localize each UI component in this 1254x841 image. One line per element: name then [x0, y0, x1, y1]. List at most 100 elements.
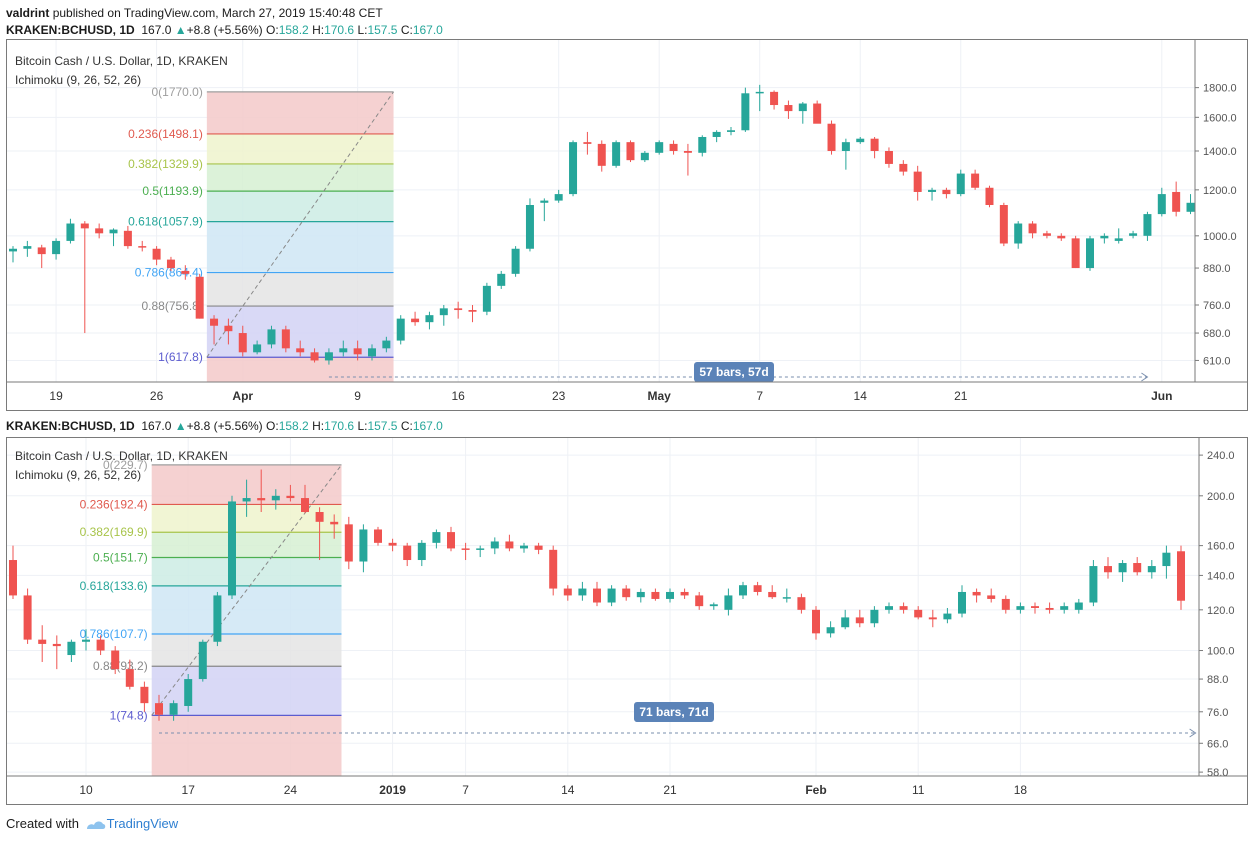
chart-panel-top[interactable]: 0(1770.0) 0.236(1498.1) 0.382(1329.9) 0.5(1…	[6, 39, 1248, 411]
candle	[339, 340, 348, 357]
candle-body	[23, 246, 32, 249]
price-axis-label: 66.0	[1207, 738, 1228, 750]
candle	[281, 325, 290, 353]
candle-body	[1086, 238, 1094, 269]
fib-level-label: 0.236(1498.1)	[128, 127, 203, 141]
high-value: 170.6	[324, 419, 355, 433]
candle-body	[9, 560, 17, 596]
time-axis-label: 19	[49, 389, 63, 403]
chart-svg-bottom[interactable]: 0(229.7) 0.236(192.4) 0.382(169.9) 0.5(151.…	[7, 438, 1247, 804]
candle	[712, 130, 721, 143]
candle-body	[490, 541, 499, 549]
candle	[622, 585, 631, 601]
candle	[181, 265, 190, 280]
candle-body	[612, 142, 621, 166]
candle	[411, 311, 420, 326]
candle-body	[724, 595, 733, 610]
candle-body	[1045, 607, 1054, 610]
candle	[1186, 194, 1195, 215]
candle	[242, 479, 251, 517]
candle-body	[884, 150, 893, 164]
candle	[152, 246, 161, 266]
candle-body	[66, 223, 75, 241]
chart-svg-top[interactable]: 0(1770.0) 0.236(1498.1) 0.382(1329.9) 0.5(1…	[7, 40, 1247, 410]
candle	[439, 305, 448, 326]
candle-body	[198, 641, 207, 680]
time-axis-label: 7	[462, 783, 469, 797]
candle	[928, 187, 937, 201]
candle	[913, 165, 922, 201]
candle	[310, 348, 319, 363]
candle-body	[468, 310, 477, 312]
candle	[972, 588, 981, 603]
candle	[899, 160, 908, 176]
chart-panel-bottom[interactable]: 0(229.7) 0.236(192.4) 0.382(169.9) 0.5(151.…	[6, 437, 1248, 805]
candle	[23, 588, 32, 644]
fib-zone	[206, 191, 394, 222]
candle	[123, 225, 132, 249]
candle	[497, 270, 506, 289]
candle-body	[1104, 566, 1112, 573]
candle-body	[505, 541, 514, 549]
candle-body	[593, 588, 601, 603]
candle-body	[95, 228, 104, 234]
candle-body	[339, 348, 348, 353]
candle-body	[257, 498, 266, 501]
fib-zone	[206, 357, 394, 382]
time-axis-label: 16	[451, 389, 465, 403]
candle-body	[82, 639, 90, 642]
candle	[166, 256, 175, 271]
fib-level-label: 0.786(864.4)	[135, 266, 203, 280]
candle-body	[432, 532, 441, 543]
candle-body	[798, 103, 807, 112]
candle	[856, 136, 865, 144]
candle	[82, 629, 90, 651]
candle	[841, 609, 850, 630]
candle-body	[943, 613, 952, 620]
candle	[698, 135, 707, 157]
candle	[985, 185, 994, 208]
open-value: 158.2	[278, 23, 309, 37]
candle	[95, 223, 104, 239]
candle-body	[768, 591, 777, 598]
candle-body	[213, 595, 222, 642]
price-axis-label: 1800.0	[1203, 83, 1237, 95]
time-axis-label: Feb	[805, 783, 826, 797]
candle	[899, 602, 908, 614]
fib-zone	[151, 666, 342, 716]
candle	[296, 340, 305, 357]
candle	[709, 602, 718, 610]
candle-body	[651, 591, 660, 599]
candle	[388, 538, 397, 552]
candle	[403, 542, 412, 567]
legend-text: Ichimoku (9, 26, 52, 26)	[15, 468, 141, 482]
price-axis-label: 100.0	[1207, 646, 1235, 658]
candle	[540, 198, 549, 222]
candle	[534, 542, 543, 555]
author-name[interactable]: valdrint	[6, 6, 50, 20]
created-with-text: Created with	[6, 816, 79, 831]
candle-body	[138, 246, 147, 248]
candle	[1028, 221, 1037, 239]
candle	[257, 469, 266, 513]
candle-body	[680, 591, 689, 596]
fib-zone	[206, 133, 394, 164]
candle-body	[1118, 563, 1127, 573]
candle-body	[1014, 223, 1023, 244]
candle	[155, 694, 163, 721]
fib-level-label: 0.382(169.9)	[80, 525, 148, 539]
candle	[1042, 230, 1051, 239]
tradingview-link[interactable]: TradingView	[106, 816, 179, 831]
candle-body	[1016, 606, 1025, 610]
candle	[914, 606, 923, 620]
candle-body	[1001, 598, 1010, 610]
candle	[286, 484, 295, 502]
time-axis-label: 17	[182, 783, 196, 797]
price-axis-label: 1400.0	[1203, 146, 1237, 158]
close-label: C:	[400, 419, 413, 433]
candle	[1016, 602, 1025, 614]
candle	[612, 140, 621, 168]
candle	[38, 625, 47, 662]
close-label: C:	[400, 23, 413, 37]
legend-text: Bitcoin Cash / U.S. Dollar, 1D, KRAKEN	[15, 54, 228, 68]
